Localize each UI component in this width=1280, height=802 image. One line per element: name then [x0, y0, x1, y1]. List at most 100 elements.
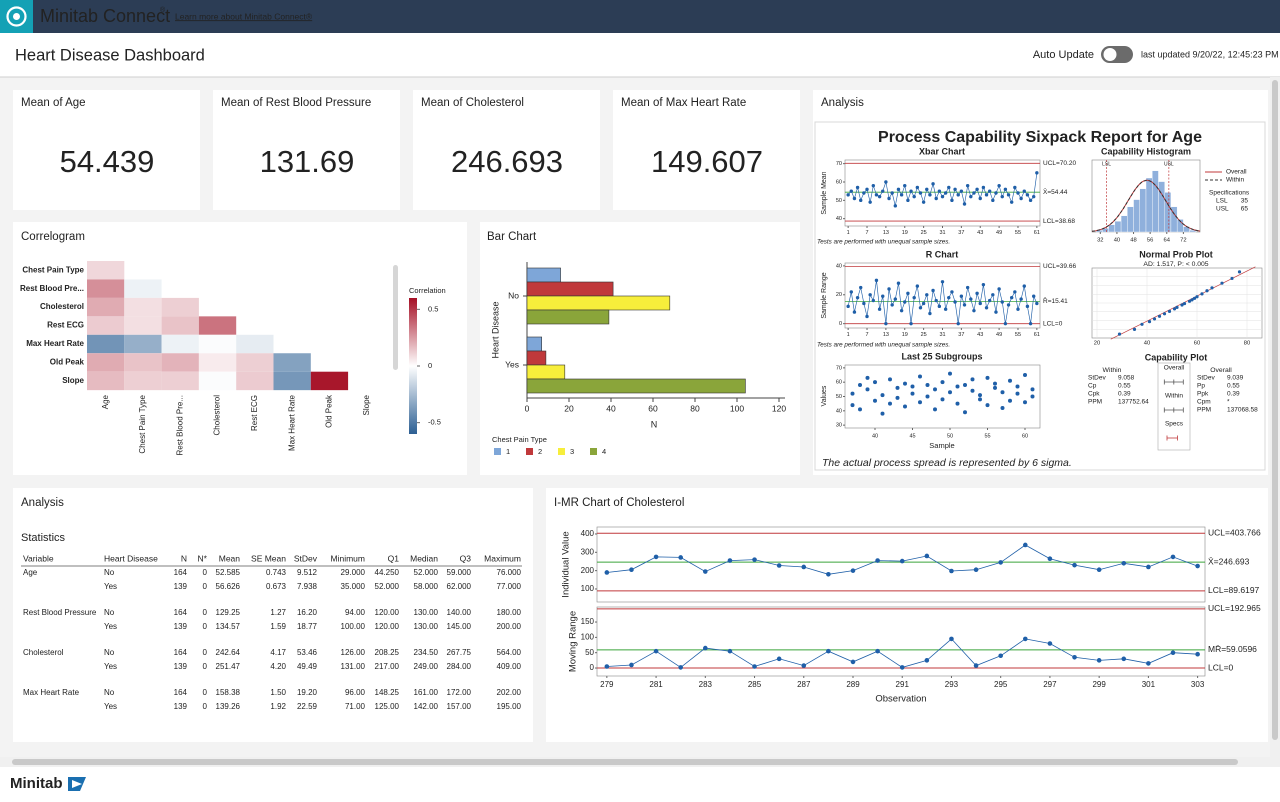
data-point: [878, 308, 881, 311]
data-point: [991, 199, 994, 202]
learn-more-link[interactable]: Learn more about Minitab Connect®: [175, 11, 313, 21]
column-label: Chest Pain Type: [138, 394, 147, 453]
x-tick-label: 7: [865, 332, 868, 338]
data-point: [654, 649, 659, 654]
stat-name: Ppk: [1197, 391, 1209, 398]
data-point: [931, 182, 934, 185]
data-point: [862, 302, 865, 305]
heatmap-cell: [199, 353, 236, 371]
x-tick-label: 40: [1144, 341, 1150, 347]
data-point: [950, 199, 953, 202]
column-header: StDev: [294, 553, 318, 563]
table-heading: Statistics: [21, 532, 66, 544]
data-point: [926, 395, 930, 399]
interval-label: Specs: [1165, 421, 1184, 428]
data-point: [918, 400, 922, 404]
colorbar-tick-label: 0: [428, 361, 432, 370]
panel-scrollbar[interactable]: [393, 265, 398, 370]
stat-value: 0.39: [1227, 391, 1240, 398]
data-point: [873, 380, 877, 384]
data-point: [994, 191, 997, 194]
data-point: [851, 392, 855, 396]
data-point: [878, 195, 881, 198]
trademark: ®: [160, 6, 166, 14]
table-cell: 200.00: [497, 622, 522, 631]
x-tick-label: 40: [872, 433, 878, 439]
data-point: [1220, 282, 1223, 285]
table-cell: 0: [203, 608, 208, 617]
data-point: [1031, 395, 1035, 399]
dashboard-title: Heart Disease Dashboard: [15, 46, 205, 64]
data-point: [678, 665, 683, 670]
table-cell: 267.75: [447, 648, 472, 657]
data-point: [900, 193, 903, 196]
vertical-scroll-thumb[interactable]: [1272, 80, 1278, 740]
data-point: [629, 567, 634, 572]
table-cell: 0: [203, 648, 208, 657]
table-cell: 164: [174, 688, 188, 697]
data-point: [1195, 295, 1198, 298]
y-tick-label: 60: [836, 179, 842, 185]
table-cell: 1.59: [270, 622, 286, 631]
table-cell: 16.20: [297, 608, 318, 617]
data-point: [1118, 333, 1121, 336]
data-point: [993, 382, 997, 386]
x-tick-label: 291: [896, 680, 910, 689]
table-cell: Rest Blood Pressure: [23, 608, 97, 617]
table-cell: 1.50: [270, 688, 286, 697]
column-label: Age: [101, 394, 110, 409]
data-point: [875, 649, 880, 654]
x-tick-label: 7: [865, 230, 868, 236]
data-point: [1121, 657, 1126, 662]
specs-title: Specifications: [1209, 190, 1250, 197]
data-point: [1001, 406, 1005, 410]
data-point: [875, 279, 878, 282]
data-point: [866, 376, 870, 380]
table-cell: 134.57: [216, 622, 241, 631]
x-tick-label: 279: [600, 680, 614, 689]
data-point: [912, 296, 915, 299]
x-axis-label: Sample: [929, 441, 954, 450]
data-point: [752, 664, 757, 669]
data-point: [703, 569, 708, 574]
table-cell: 19.20: [297, 688, 318, 697]
data-point: [1029, 322, 1032, 325]
legend-title: Chest Pain Type: [492, 435, 547, 444]
data-point: [1146, 565, 1151, 570]
card-title: Bar Chart: [487, 231, 537, 243]
data-point: [859, 199, 862, 202]
horizontal-scroll-thumb[interactable]: [12, 759, 1238, 765]
column-header: N*: [198, 553, 208, 563]
data-point: [851, 660, 856, 665]
data-point: [1001, 390, 1005, 394]
table-cell: 217.00: [375, 662, 400, 671]
data-point: [900, 309, 903, 312]
table-cell: 234.50: [414, 648, 439, 657]
data-point: [887, 287, 890, 290]
heatmap-cell: [162, 353, 199, 371]
x-tick-label: 72: [1180, 238, 1186, 244]
column-header: Mean: [219, 553, 241, 563]
data-point: [966, 184, 969, 187]
bar: [527, 296, 670, 310]
kpi-value: 54.439: [60, 144, 155, 179]
table-cell: 18.77: [297, 622, 318, 631]
legend-swatch: [590, 448, 597, 455]
data-point: [925, 658, 930, 663]
data-point: [972, 191, 975, 194]
data-point: [909, 189, 912, 192]
data-point: [866, 387, 870, 391]
y-axis-label: Values: [821, 385, 828, 406]
table-cell: 139.26: [216, 702, 241, 711]
heatmap-cell: [162, 316, 199, 334]
data-point: [997, 184, 1000, 187]
table-cell: 180.00: [497, 608, 522, 617]
data-point: [1016, 384, 1020, 388]
table-cell: 53.46: [297, 648, 318, 657]
x-axis-label: Observation: [875, 694, 926, 705]
table-cell: 120.00: [375, 622, 400, 631]
heatmap-cell: [87, 316, 124, 334]
table-cell: 59.000: [447, 568, 472, 577]
stat-name: PPM: [1197, 407, 1211, 414]
data-point: [884, 322, 887, 325]
